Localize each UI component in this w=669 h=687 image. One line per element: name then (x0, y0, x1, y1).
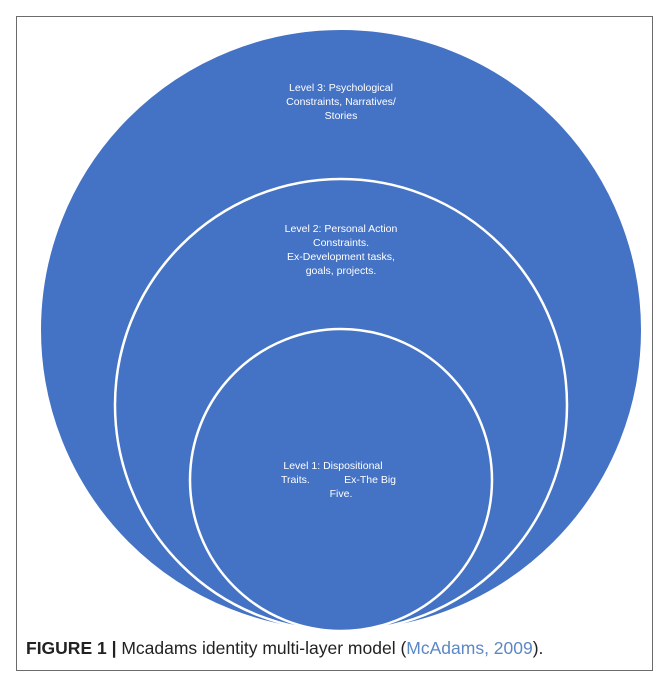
citation-link[interactable]: McAdams, 2009 (406, 638, 533, 658)
level1-line-2: Traits. (281, 474, 310, 486)
caption-text: Mcadams identity multi-layer model ( (116, 638, 407, 658)
level2-line-4: goals, projects. (306, 265, 377, 277)
caption-label: FIGURE 1 | (26, 638, 117, 658)
level2-line-2: Constraints. (313, 237, 369, 249)
level1-circle (188, 327, 494, 633)
level3-line-3: Stories (325, 110, 358, 122)
figure-frame (16, 16, 653, 671)
level2-line-1: Level 2: Personal Action (285, 223, 398, 235)
figure-caption: FIGURE 1 | Mcadams identity multi-layer … (26, 638, 646, 659)
level1-line-4: Five. (330, 488, 353, 500)
level1-line-3: Ex-The Big (344, 474, 396, 486)
level3-line-2: Constraints, Narratives/ (286, 96, 396, 108)
caption-text-end: ). (532, 638, 544, 658)
level1-line-1: Level 1: Dispositional (283, 460, 382, 472)
level3-line-1: Level 3: Psychological (289, 82, 393, 94)
level2-line-3: Ex-Development tasks, (287, 251, 395, 263)
